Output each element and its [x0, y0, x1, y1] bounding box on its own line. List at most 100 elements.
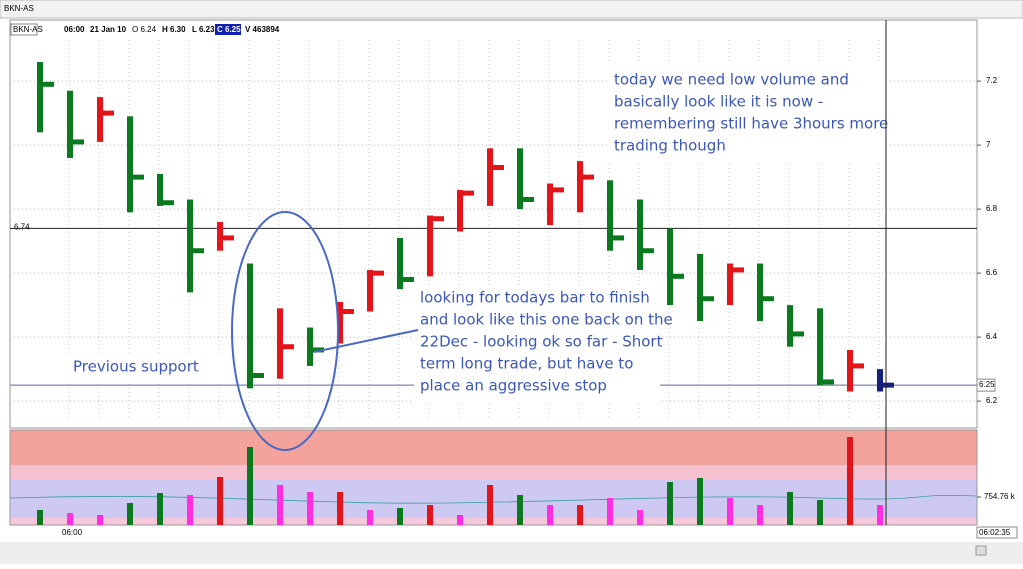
hlc-range [787, 305, 793, 347]
reference-label: 6.74 [14, 222, 30, 231]
hlc-close [790, 331, 804, 337]
annotation-background [608, 64, 888, 164]
hlc-range [697, 253, 703, 322]
average-line [9, 494, 978, 504]
x-label-end: 06:02:35 [979, 528, 1011, 537]
hlc-range [397, 237, 403, 290]
annotation-text: today we need low volume and [614, 71, 849, 89]
band [10, 518, 977, 525]
hlc-range [37, 61, 43, 133]
header-symbol: BKN-AS [13, 25, 43, 34]
volume-bar [817, 499, 823, 525]
header-high: H 6.30 [162, 25, 186, 34]
volume-bar [427, 504, 433, 525]
annotation-text: and look like this one back on the [420, 311, 673, 329]
hlc-range [877, 369, 883, 392]
hlc-range [547, 183, 553, 226]
annotation-background [414, 285, 660, 403]
hlc-range [517, 148, 523, 210]
hlc-range [307, 327, 313, 366]
hlc-close [880, 382, 894, 388]
header-open: O 6.24 [132, 25, 157, 34]
hlc-range [157, 173, 163, 206]
volume-bar [367, 510, 373, 525]
hlc-range [247, 263, 253, 389]
annotation-text: term long trade, but have to [420, 355, 633, 373]
hlc-range [457, 189, 463, 232]
hlc-close [130, 174, 144, 180]
hlc-close [40, 81, 54, 87]
volume-bar [337, 492, 343, 525]
hlc-range [757, 263, 763, 322]
volume-bar [757, 504, 763, 525]
hlc-close [340, 309, 354, 315]
hlc-range [847, 349, 853, 392]
volume-bar [217, 476, 223, 525]
hlc-range [187, 199, 193, 293]
volume-bar [487, 484, 493, 525]
hlc-close [640, 248, 654, 254]
hlc-close [400, 277, 414, 283]
header-low: L 6.23 [192, 25, 215, 34]
hlc-range [97, 97, 103, 142]
hlc-range [577, 161, 583, 213]
hlc-close [700, 296, 714, 302]
y-tick-label: 7.2 [986, 76, 998, 85]
hlc-close [70, 139, 84, 145]
hlc-close [550, 187, 564, 193]
band [10, 480, 977, 520]
y-tick-label: 7 [986, 140, 991, 149]
hlc-range [637, 199, 643, 270]
annotation-text: looking for todays bar to finish [420, 289, 650, 307]
annotation-text: place an aggressive stop [420, 377, 607, 395]
volume-bar [37, 509, 43, 525]
annotation-text: 22Dec - looking ok so far - Short [420, 333, 663, 351]
hlc-range [427, 215, 433, 277]
annotation-text: remembering still have 3hours more [614, 115, 888, 133]
volume-bar [847, 436, 853, 525]
hlc-range [277, 308, 283, 379]
hlc-close [100, 110, 114, 116]
hlc-close [490, 165, 504, 171]
hlc-close [730, 267, 744, 273]
hlc-close [190, 248, 204, 254]
volume-bands [10, 430, 977, 525]
scrollbar[interactable] [0, 542, 1023, 564]
reference-box [976, 378, 996, 392]
x-label-start: 06:00 [62, 528, 83, 537]
volume-bar [727, 498, 733, 525]
volume-bar [877, 504, 883, 525]
y-tick-label: 6.8 [986, 204, 998, 213]
hlc-range [607, 180, 613, 251]
window-title: BKN-AS [4, 4, 34, 13]
header-time: 06:00 [64, 25, 85, 34]
hlc-close [610, 235, 624, 241]
volume-bar [277, 484, 283, 525]
hlc-range [127, 116, 133, 213]
reference-label: 6.25 [979, 380, 995, 389]
hlc-range [817, 308, 823, 386]
y-tick-label: 6.2 [986, 396, 998, 405]
volume-bar [637, 510, 643, 525]
volume-bar [517, 495, 523, 525]
symbol-box [10, 23, 38, 36]
hlc-close [430, 216, 444, 222]
annotation-text: basically look like it is now - [614, 93, 823, 111]
hlc-range [337, 301, 343, 344]
annotation-ellipse [231, 211, 339, 451]
hlc-close [250, 373, 264, 379]
header-date: 21 Jan 10 [90, 25, 127, 34]
scroll-thumb[interactable] [975, 545, 987, 556]
volume-bar [547, 504, 553, 525]
time-box [976, 526, 1018, 539]
hlc-close [820, 379, 834, 385]
header-volume: V 463894 [245, 25, 280, 34]
volume-bar [397, 508, 403, 525]
volume-bar [307, 492, 313, 525]
hlc-close [670, 273, 684, 279]
hlc-range [727, 263, 733, 306]
volume-bar [157, 493, 163, 525]
hlc-close [280, 344, 294, 350]
hlc-range [67, 90, 73, 158]
